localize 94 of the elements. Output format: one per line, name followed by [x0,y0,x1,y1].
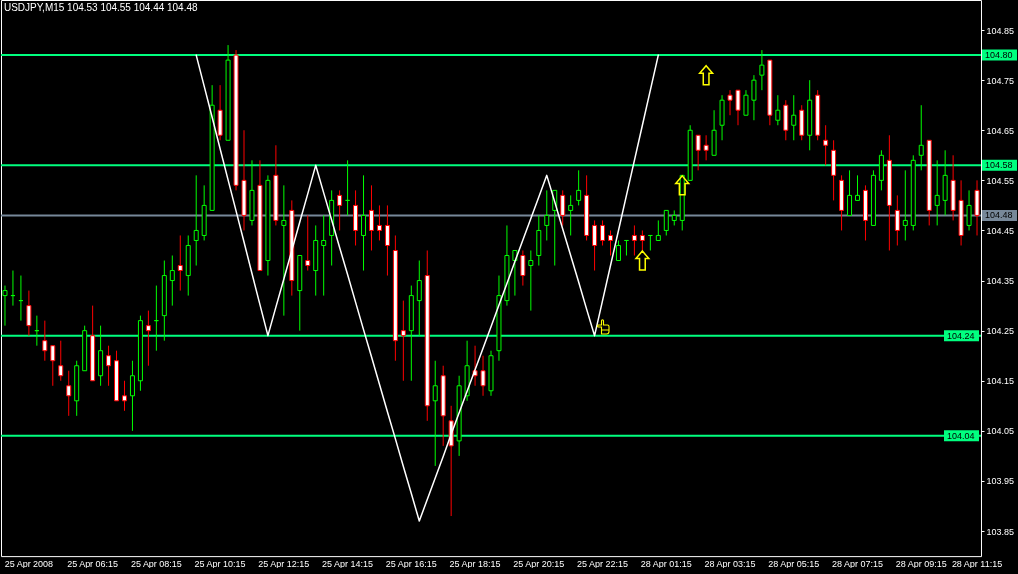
candlestick [894,194,900,246]
candlestick [703,134,709,161]
ref-line-label: 104.24 [947,330,975,341]
candlestick [129,360,135,432]
line-series [195,54,660,522]
candlestick [400,300,406,382]
x-tick-label: 25 Apr 08:15 [130,558,182,569]
point [635,250,650,271]
ref-line-label: 104.04 [947,430,975,441]
x-tick-label: 25 Apr 16:15 [385,558,437,569]
candlestick [528,250,534,312]
x-tick-label: 25 Apr 06:15 [67,558,119,569]
x-tick-label: 28 Apr 09:15 [895,558,947,569]
y-tick-label: 103.85 [986,526,1014,537]
candlestick [42,320,48,362]
candlestick [145,310,151,367]
y-tick-label: 104.85 [986,25,1014,36]
point [698,64,714,86]
candlestick [663,209,669,236]
ref-line-label: 104.48 [985,210,1013,221]
candlestick [50,345,56,387]
candlestick [106,345,112,387]
y-tick-label: 104.25 [986,326,1014,337]
candlestick [743,89,749,116]
y-tick-label: 104.15 [986,376,1014,387]
x-tick-label: 25 Apr 18:15 [449,558,501,569]
candlestick [560,189,566,226]
point [675,175,690,196]
candlestick [934,159,940,226]
candlestick [615,239,621,262]
x-tick-label: 25 Apr 12:15 [258,558,310,569]
candlestick [544,189,550,241]
candlestick [608,229,614,257]
candlestick [376,204,382,241]
x-tick-label: 25 Apr 14:15 [322,558,374,569]
candlestick [122,380,127,412]
candlestick [847,169,853,216]
candlestick [66,370,72,417]
x-tick-label: 28 Apr 03:15 [704,558,756,569]
candlestick [751,74,757,121]
y-tick-label: 103.95 [986,476,1014,487]
chart-title: USDJPY,M15 104.53 104.55 104.44 104.48 [4,2,198,13]
candlestick [759,49,765,91]
candlestick [655,219,661,241]
y-tick-label: 104.05 [986,426,1014,437]
candlestick [600,219,606,246]
candlestick [384,204,390,277]
candlestick [432,360,438,467]
candlestick [472,345,478,387]
candlestick [966,189,972,231]
candlestick [368,184,374,251]
candlestick [791,94,797,141]
candlestick [775,94,781,126]
x-tick-label: 25 Apr 10:15 [194,558,246,569]
candlestick [576,169,582,206]
candlestick [305,214,311,272]
x-tick-label: 28 Apr 05:15 [768,558,820,569]
candlestick [58,340,64,382]
candlestick [361,174,367,272]
candlestick [855,174,860,201]
candlestick [902,169,908,241]
candlestick [177,234,183,292]
ref-line-label: 104.80 [985,50,1013,61]
x-tick-label: 28 Apr 01:15 [640,558,692,569]
candlestick [918,104,924,171]
candlestick [695,134,701,171]
candlestick [631,224,637,257]
y-tick-label: 104.35 [986,276,1014,287]
x-tick-label: 28 Apr 11:15 [951,558,1003,569]
ref-line-label: 104.58 [985,160,1013,171]
y-tick-label: 104.65 [986,125,1014,136]
y-tick-label: 104.55 [986,175,1014,186]
candlestick [727,89,733,116]
candlestick [169,255,175,307]
y-tick-label: 104.75 [986,75,1014,86]
candlestick [321,214,327,297]
x-tick-label: 25 Apr 20:15 [513,558,565,569]
candlestick [281,184,287,317]
candlestick [735,89,741,126]
y-tick-label: 104.45 [986,225,1014,236]
candlestick [416,260,422,337]
candlestick [639,229,645,251]
candlestick [193,174,199,267]
candlestick [592,219,598,272]
candlestick [480,355,486,397]
candlestick [26,290,32,337]
candlestick [568,194,574,236]
x-tick-label: 25 Apr 2008 [4,558,54,569]
candlestick [337,189,343,231]
x-tick-label: 25 Apr 22:15 [577,558,629,569]
candlestick [512,250,518,297]
candlestick [520,250,526,287]
candlestick [823,124,829,166]
x-tick-label: 28 Apr 07:15 [832,558,883,569]
